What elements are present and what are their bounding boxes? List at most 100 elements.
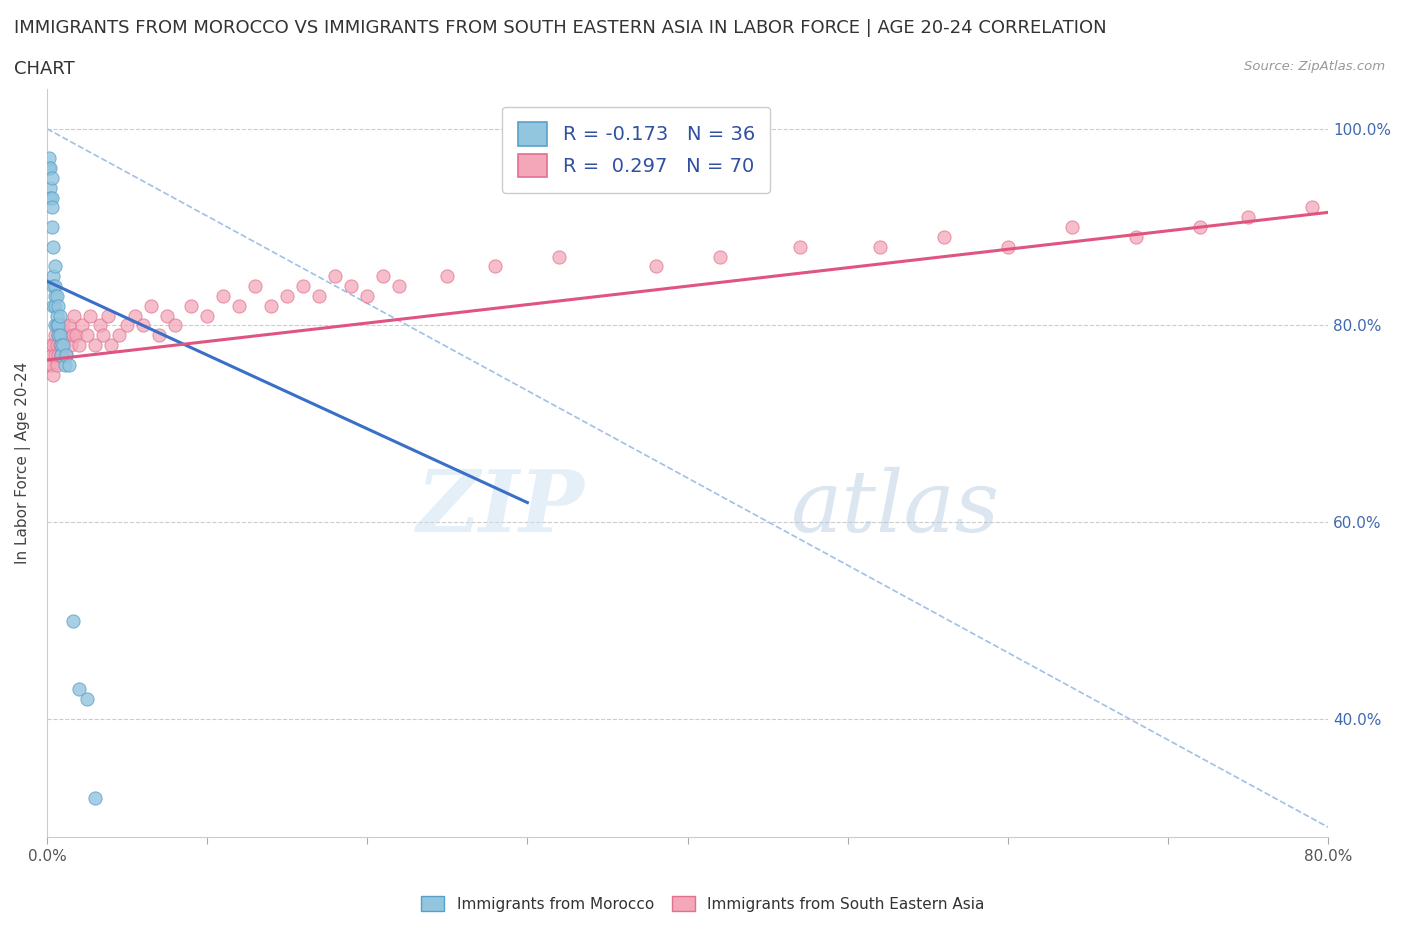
- Point: [139, 299, 162, 313]
- Point: [38, 357, 60, 372]
- Point: [41, 190, 63, 205]
- Point: [39, 180, 62, 195]
- Point: [55, 348, 77, 363]
- Point: [243, 279, 266, 294]
- Point: [46, 328, 69, 343]
- Point: [709, 249, 731, 264]
- Point: [41, 219, 63, 234]
- Point: [42, 338, 65, 352]
- Text: ZIP: ZIP: [418, 466, 585, 550]
- Point: [1060, 219, 1083, 234]
- Point: [42, 367, 65, 382]
- Point: [156, 308, 179, 323]
- Point: [1125, 230, 1147, 245]
- Point: [484, 259, 506, 274]
- Point: [46, 328, 69, 343]
- Point: [228, 299, 250, 313]
- Point: [789, 239, 811, 254]
- Point: [388, 279, 411, 294]
- Point: [44, 318, 66, 333]
- Text: atlas: atlas: [790, 467, 1000, 550]
- Point: [148, 328, 170, 343]
- Point: [52, 338, 75, 352]
- Point: [45, 288, 67, 303]
- Point: [340, 279, 363, 294]
- Point: [62, 328, 84, 343]
- Point: [84, 338, 107, 352]
- Text: CHART: CHART: [14, 60, 75, 78]
- Point: [44, 259, 66, 274]
- Point: [70, 318, 93, 333]
- Point: [1301, 200, 1323, 215]
- Point: [165, 318, 187, 333]
- Point: [39, 161, 62, 176]
- Point: [52, 318, 75, 333]
- Point: [41, 170, 63, 185]
- Point: [84, 790, 107, 805]
- Point: [44, 279, 66, 294]
- Point: [79, 308, 101, 323]
- Legend: R = -0.173   N = 36, R =  0.297   N = 70: R = -0.173 N = 36, R = 0.297 N = 70: [502, 107, 770, 193]
- Point: [45, 308, 67, 323]
- Point: [46, 299, 69, 313]
- Point: [212, 288, 235, 303]
- Point: [62, 613, 84, 628]
- Point: [91, 328, 114, 343]
- Point: [42, 299, 65, 313]
- Point: [869, 239, 891, 254]
- Point: [44, 299, 66, 313]
- Point: [1189, 219, 1212, 234]
- Text: Source: ZipAtlas.com: Source: ZipAtlas.com: [1244, 60, 1385, 73]
- Point: [89, 318, 111, 333]
- Point: [44, 328, 66, 343]
- Point: [644, 259, 666, 274]
- Point: [46, 348, 69, 363]
- Point: [49, 338, 72, 352]
- Point: [292, 279, 315, 294]
- Point: [49, 318, 72, 333]
- Point: [276, 288, 298, 303]
- Point: [56, 328, 79, 343]
- Point: [436, 269, 458, 284]
- Point: [52, 338, 75, 352]
- Point: [63, 308, 86, 323]
- Point: [67, 682, 90, 697]
- Point: [932, 230, 955, 245]
- Point: [65, 328, 87, 343]
- Point: [41, 357, 63, 372]
- Point: [132, 318, 155, 333]
- Point: [45, 357, 67, 372]
- Y-axis label: In Labor Force | Age 20-24: In Labor Force | Age 20-24: [15, 362, 31, 565]
- Text: IMMIGRANTS FROM MOROCCO VS IMMIGRANTS FROM SOUTH EASTERN ASIA IN LABOR FORCE | A: IMMIGRANTS FROM MOROCCO VS IMMIGRANTS FR…: [14, 19, 1107, 36]
- Point: [115, 318, 138, 333]
- Point: [548, 249, 571, 264]
- Point: [53, 357, 76, 372]
- Point: [59, 338, 82, 352]
- Point: [58, 357, 80, 372]
- Point: [46, 318, 69, 333]
- Point: [41, 200, 63, 215]
- Point: [45, 318, 67, 333]
- Point: [195, 308, 218, 323]
- Point: [373, 269, 395, 284]
- Point: [55, 348, 77, 363]
- Point: [67, 338, 90, 352]
- Point: [49, 308, 72, 323]
- Point: [997, 239, 1019, 254]
- Point: [323, 269, 346, 284]
- Point: [53, 328, 76, 343]
- Point: [51, 348, 73, 363]
- Point: [41, 348, 63, 363]
- Point: [308, 288, 330, 303]
- Point: [124, 308, 146, 323]
- Legend: Immigrants from Morocco, Immigrants from South Eastern Asia: Immigrants from Morocco, Immigrants from…: [415, 889, 991, 918]
- Point: [39, 190, 62, 205]
- Point: [42, 239, 65, 254]
- Point: [38, 151, 60, 166]
- Point: [38, 161, 60, 176]
- Point: [39, 338, 62, 352]
- Point: [42, 279, 65, 294]
- Point: [51, 348, 73, 363]
- Point: [58, 318, 80, 333]
- Point: [44, 348, 66, 363]
